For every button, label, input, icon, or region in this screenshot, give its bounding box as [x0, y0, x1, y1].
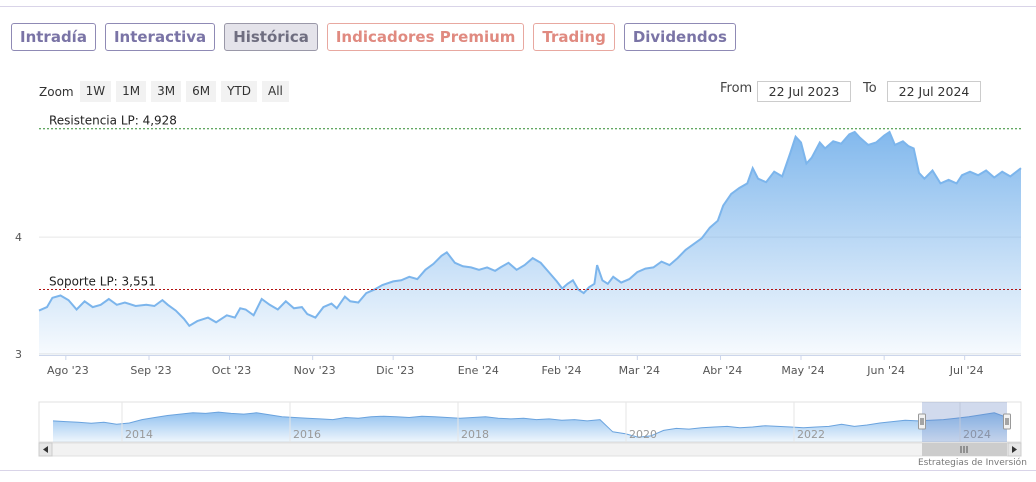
- x-tick-label: Mar '24: [619, 364, 660, 377]
- x-tick-label: May '24: [781, 364, 824, 377]
- scroll-right-arrow-icon: [1012, 446, 1017, 453]
- tab-indicadores-premium[interactable]: Indicadores Premium: [326, 23, 525, 51]
- tab-intradia[interactable]: Intradía: [11, 23, 96, 51]
- scrollbar-track[interactable]: [38, 442, 1022, 457]
- to-label: To: [863, 81, 877, 96]
- tab-interactiva[interactable]: Interactiva: [104, 23, 216, 51]
- navigator-year-label: 2014: [125, 428, 153, 441]
- navigator-handle[interactable]: [1003, 413, 1011, 430]
- zoom-button-ytd[interactable]: YTD: [221, 81, 257, 102]
- price-area: [39, 132, 1021, 355]
- scroll-left-arrow-icon: [43, 446, 48, 453]
- navigator-selection[interactable]: [922, 402, 1007, 442]
- reference-line-label: Soporte LP: 3,551: [49, 275, 156, 289]
- top-divider: [0, 6, 1036, 7]
- navigator-year-label: 2024: [963, 428, 991, 441]
- bottom-divider: [0, 470, 1036, 471]
- navigator-year-label: 2020: [629, 428, 657, 441]
- zoom-button-3m[interactable]: 3M: [151, 81, 182, 102]
- reference-line-label: Resistencia LP: 4,928: [49, 114, 177, 128]
- chart-tabs: Intradía Interactiva Histórica Indicador…: [11, 23, 736, 51]
- from-label: From: [720, 81, 753, 96]
- tab-dividendos[interactable]: Dividendos: [623, 23, 736, 51]
- zoom-label: Zoom: [39, 84, 74, 99]
- x-tick-label: Oct '23: [212, 364, 252, 377]
- x-tick-label: Sep '23: [130, 364, 171, 377]
- tab-trading[interactable]: Trading: [533, 23, 615, 51]
- price-line: [38, 130, 1022, 328]
- from-date-input[interactable]: 22 Jul 2023: [757, 81, 851, 102]
- zoom-button-6m[interactable]: 6M: [186, 81, 217, 102]
- y-tick-label: 3: [15, 348, 22, 361]
- x-tick-label: Dic '23: [376, 364, 414, 377]
- navigator-year-label: 2018: [461, 428, 489, 441]
- x-tick-label: Ago '23: [47, 364, 89, 377]
- x-tick-label: Abr '24: [703, 364, 743, 377]
- to-date-input[interactable]: 22 Jul 2024: [887, 81, 981, 102]
- x-tick-label: Jul '24: [949, 364, 984, 377]
- navigator-line: [52, 411, 1008, 438]
- x-tick-label: Jun '24: [866, 364, 905, 377]
- navigator-handle[interactable]: [918, 413, 926, 430]
- credit-text: Estrategias de Inversión: [918, 458, 1027, 468]
- navigator-year-label: 2022: [797, 428, 825, 441]
- x-tick-label: Nov '23: [294, 364, 336, 377]
- zoom-selector: Zoom 1W 1M 3M 6M YTD All: [39, 81, 294, 102]
- y-tick-label: 4: [15, 231, 22, 244]
- navigator-year-label: 2016: [293, 428, 321, 441]
- x-tick-label: Ene '24: [458, 364, 499, 377]
- zoom-button-all[interactable]: All: [262, 81, 289, 102]
- zoom-button-1w[interactable]: 1W: [79, 81, 112, 102]
- tab-historica[interactable]: Histórica: [224, 23, 318, 51]
- x-tick-label: Feb '24: [542, 364, 582, 377]
- navigator-area: [53, 412, 1007, 442]
- zoom-button-1m[interactable]: 1M: [116, 81, 147, 102]
